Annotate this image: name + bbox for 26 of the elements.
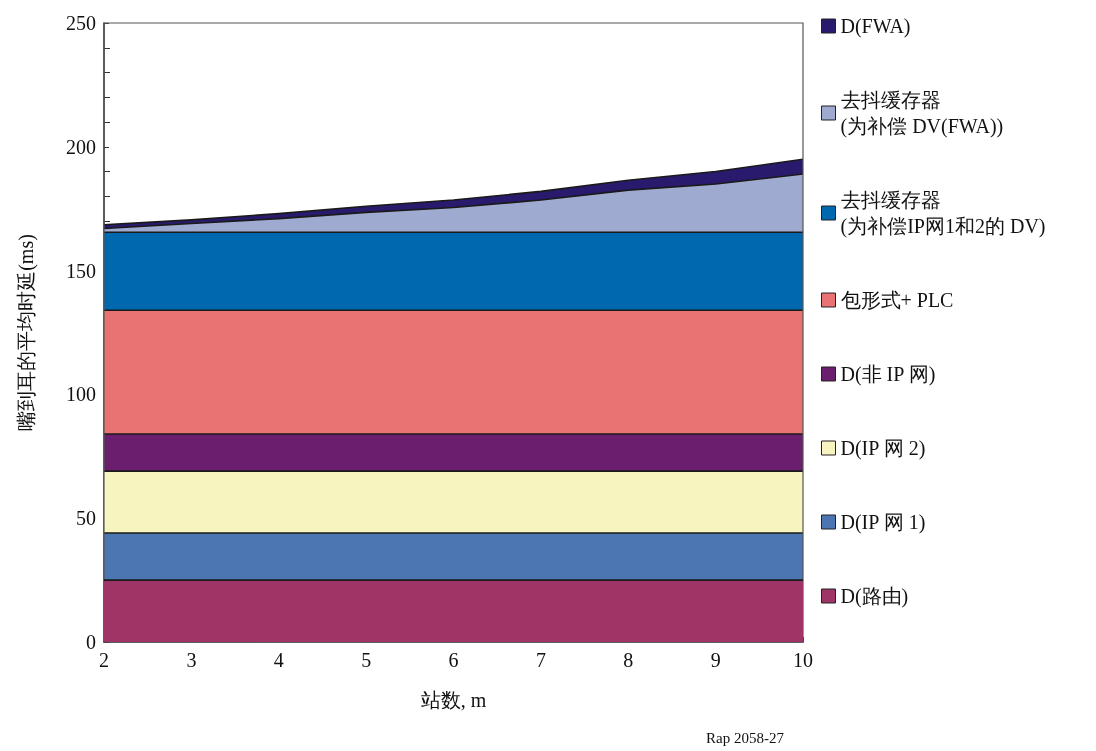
x-tick-label: 9 <box>710 649 721 671</box>
legend-label: D(IP 网 1) <box>840 511 926 534</box>
x-tick-label: 8 <box>623 649 634 671</box>
x-tick-label: 2 <box>99 649 109 671</box>
x-axis-title: 站数, m <box>420 689 487 711</box>
legend-label: D(IP 网 2) <box>840 437 926 460</box>
legend-label: D(非 IP 网) <box>840 363 936 386</box>
legend-label: D(路由) <box>840 585 909 608</box>
x-tick-label: 3 <box>186 649 197 671</box>
text: Rap 2058-27 <box>706 729 785 746</box>
x-tick-label: 7 <box>535 649 546 671</box>
legend-label: 包形式+ PLC <box>840 289 954 311</box>
y-tick-label: 0 <box>86 631 96 653</box>
legend-label: 去抖缓存器 (为补偿 DV(FWA)) <box>840 89 1004 138</box>
x-tick-label: 10 <box>793 649 813 671</box>
x-tick-label: 5 <box>361 649 372 671</box>
legend-label: 去抖缓存器 (为补偿IP网1和2的 DV) <box>840 189 1046 238</box>
x-tick-label: 4 <box>273 649 284 671</box>
x-tick-label: 6 <box>448 649 459 671</box>
y-tick-label: 50 <box>76 507 96 530</box>
y-tick-label: 100 <box>66 383 96 406</box>
y-tick-label: 250 <box>66 12 96 34</box>
y-tick-label: 150 <box>66 259 96 282</box>
legend-label: D(FWA) <box>840 15 911 38</box>
y-axis-title: 嘴到耳的平均时延(ms) <box>15 234 38 431</box>
y-tick-label: 200 <box>66 135 96 158</box>
